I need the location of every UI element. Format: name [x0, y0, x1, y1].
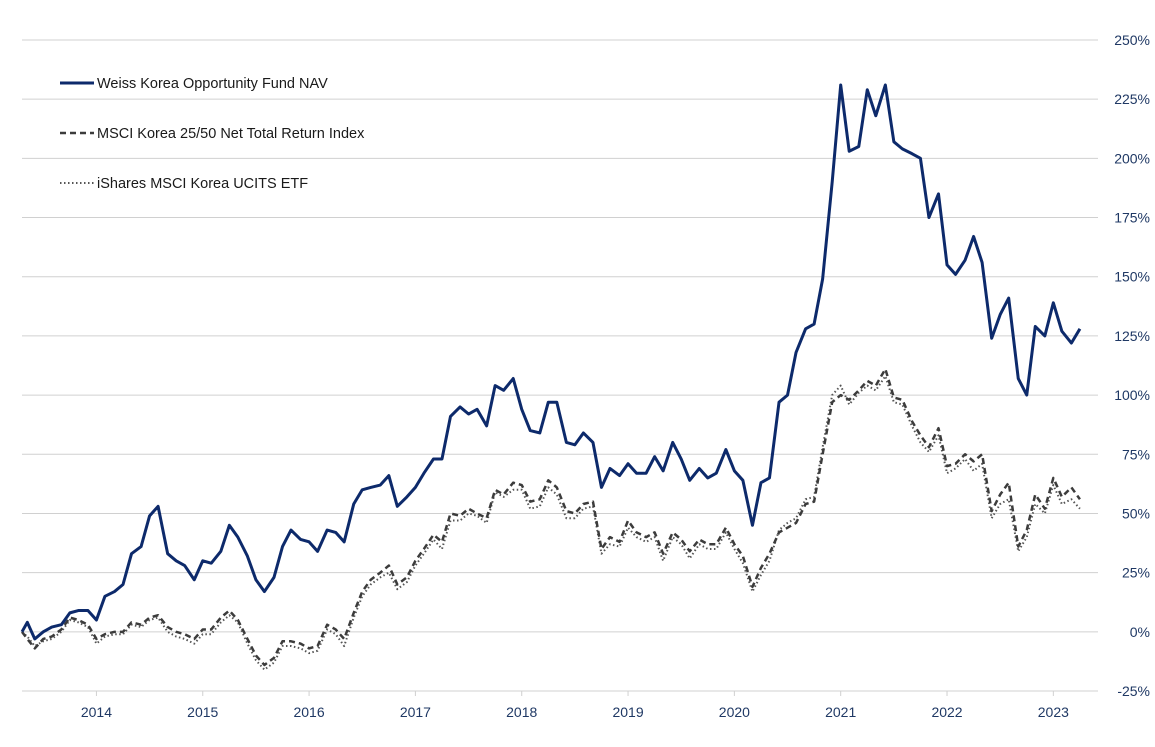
y-tick-label: 100% [1114, 387, 1150, 403]
x-tick-label: 2016 [293, 704, 324, 720]
series-line-msci [20, 367, 1081, 667]
y-tick-label: 225% [1114, 91, 1150, 107]
series-line-ishares [21, 375, 1081, 671]
x-tick-label: 2018 [506, 704, 537, 720]
y-axis-ticks: 250% 225% 200% 175% 150% 125% 100% 75% 50% 25% 0% -… [1114, 32, 1150, 699]
series-line-nav [20, 83, 1082, 641]
y-tick-label: 250% [1114, 32, 1150, 48]
x-tick-label: 2022 [931, 704, 962, 720]
legend-item-ishares: iShares MSCI Korea UCITS ETF [60, 176, 308, 192]
y-tick-label: -25% [1117, 683, 1150, 699]
y-tick-label: 125% [1114, 328, 1150, 344]
y-tick-label: 0% [1130, 624, 1150, 640]
legend-item-msci: MSCI Korea 25/50 Net Total Return Index [60, 126, 365, 142]
x-tick-label: 2015 [187, 704, 218, 720]
legend-item-nav: Weiss Korea Opportunity Fund NAV [60, 76, 328, 92]
x-tick-label: 2020 [719, 704, 750, 720]
legend: Weiss Korea Opportunity Fund NAV MSCI Ko… [60, 76, 365, 192]
y-tick-label: 25% [1122, 565, 1150, 581]
x-tick-label: 2023 [1038, 704, 1069, 720]
legend-label-nav: Weiss Korea Opportunity Fund NAV [97, 76, 328, 92]
x-axis-ticks: 2014 2015 2016 2017 2018 2019 2020 2021 2022 2023 [81, 691, 1069, 720]
x-tick-label: 2021 [825, 704, 856, 720]
series-lines [20, 83, 1082, 671]
legend-label-ishares: iShares MSCI Korea UCITS ETF [97, 176, 308, 192]
legend-label-msci: MSCI Korea 25/50 Net Total Return Index [97, 126, 365, 142]
y-tick-label: 150% [1114, 269, 1150, 285]
x-tick-label: 2017 [400, 704, 431, 720]
x-tick-label: 2019 [612, 704, 643, 720]
y-tick-label: 50% [1122, 505, 1150, 521]
y-tick-label: 175% [1114, 210, 1150, 226]
y-tick-label: 200% [1114, 150, 1150, 166]
x-tick-label: 2014 [81, 704, 112, 720]
y-tick-label: 75% [1122, 446, 1150, 462]
